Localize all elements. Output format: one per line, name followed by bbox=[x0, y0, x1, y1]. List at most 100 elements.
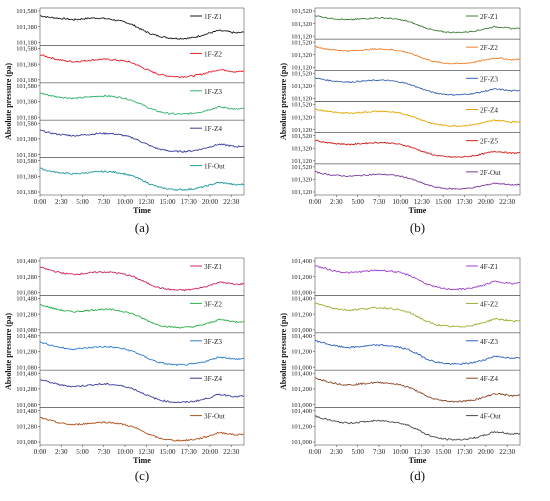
x-tick-label: 0:00 bbox=[309, 448, 322, 456]
series-line-2F-Z1 bbox=[314, 15, 521, 34]
y-tick-label: 101,580 bbox=[16, 46, 37, 53]
series-line-1F-Z4 bbox=[39, 129, 245, 153]
x-tick-label: 20:00 bbox=[478, 198, 494, 206]
y-tick-label: 101,320 bbox=[291, 114, 312, 121]
x-tick-label: 10:00 bbox=[392, 198, 408, 206]
x-tick-label: 12:30 bbox=[414, 198, 430, 206]
x-tick-label: 12:30 bbox=[138, 448, 154, 456]
series-line-4F-Z3 bbox=[314, 339, 521, 366]
x-tick-label: 12:30 bbox=[138, 198, 154, 206]
legend-label: 1F-Z3 bbox=[204, 88, 222, 96]
y-tick-label: 101,180 bbox=[16, 40, 37, 47]
y-tick-label: 101,320 bbox=[291, 21, 312, 28]
x-tick-label: 12:30 bbox=[414, 448, 430, 456]
y-tick-label: 101,520 bbox=[291, 102, 312, 109]
y-tick-label: 101,120 bbox=[291, 33, 312, 40]
legend-label: 2F-Z5 bbox=[480, 138, 498, 146]
x-tick-label: 0:00 bbox=[309, 198, 322, 206]
y-tick-label: 101,380 bbox=[16, 24, 37, 31]
legend-label: 2F-Z4 bbox=[480, 107, 498, 115]
x-axis-label: Time bbox=[409, 456, 427, 465]
legend-label: 3F-Z4 bbox=[204, 375, 222, 383]
y-tick-label: 101,180 bbox=[16, 114, 37, 121]
y-tick-label: 101,280 bbox=[16, 349, 37, 356]
chart-panel-3: 101,400 101,200 101,000 4F-Z1 101,400 101,200… bbox=[279, 257, 521, 483]
x-tick-label: 20:00 bbox=[202, 448, 218, 456]
legend-label: 4F-Z2 bbox=[480, 300, 498, 308]
legend-label: 3F-Z2 bbox=[204, 300, 222, 308]
legend-label: 4F-Out bbox=[480, 413, 501, 421]
panel-label: (b) bbox=[410, 220, 425, 235]
x-tick-label: 22:30 bbox=[223, 448, 239, 456]
y-tick-label: 101,180 bbox=[16, 152, 37, 159]
y-tick-label: 101,280 bbox=[16, 386, 37, 393]
series-line-1F-Z1 bbox=[39, 15, 245, 40]
y-tick-label: 101,000 bbox=[291, 439, 312, 446]
chart-panel-0: 101,580 101,380 101,180 1F-Z1 101,580 101,380… bbox=[4, 7, 245, 235]
y-tick-label: 101,120 bbox=[291, 158, 312, 165]
y-tick-label: 101,000 bbox=[291, 364, 312, 371]
y-tick-label: 101,080 bbox=[16, 290, 37, 297]
series-line-4F-Z1 bbox=[314, 265, 521, 291]
y-tick-label: 101,280 bbox=[16, 274, 37, 281]
legend-label: 4F-Z3 bbox=[480, 338, 498, 346]
panel-label: (a) bbox=[135, 220, 149, 235]
y-tick-label: 101,380 bbox=[16, 61, 37, 68]
y-tick-label: 101,400 bbox=[291, 408, 312, 415]
x-tick-label: 5:00 bbox=[76, 448, 89, 456]
y-tick-label: 101,480 bbox=[16, 370, 37, 377]
y-tick-label: 101,520 bbox=[291, 39, 312, 46]
x-tick-label: 2:30 bbox=[55, 448, 68, 456]
x-axis-label: Time bbox=[409, 206, 427, 215]
y-tick-label: 101,520 bbox=[291, 8, 312, 15]
x-tick-label: 17:30 bbox=[181, 198, 197, 206]
x-tick-label: 10:00 bbox=[392, 448, 408, 456]
series-line-3F-Z2 bbox=[39, 303, 245, 329]
y-tick-label: 101,000 bbox=[291, 327, 312, 334]
y-axis-label: Absolute pressure (pa) bbox=[279, 63, 288, 140]
x-tick-label: 17:30 bbox=[181, 448, 197, 456]
y-tick-label: 101,180 bbox=[16, 189, 37, 196]
x-tick-label: 7:30 bbox=[373, 198, 386, 206]
x-tick-label: 2:30 bbox=[330, 448, 343, 456]
y-tick-label: 101,480 bbox=[16, 258, 37, 265]
series-line-3F-Z1 bbox=[39, 266, 245, 292]
y-tick-label: 101,580 bbox=[16, 120, 37, 127]
y-tick-label: 101,080 bbox=[16, 364, 37, 371]
x-axis-label: Time bbox=[133, 456, 151, 465]
y-tick-label: 101,200 bbox=[291, 274, 312, 281]
y-axis-label: Absolute pressure (pa) bbox=[4, 313, 13, 390]
series-line-2F-Z5 bbox=[314, 139, 520, 158]
y-tick-label: 101,280 bbox=[16, 311, 37, 318]
y-tick-label: 101,320 bbox=[291, 177, 312, 184]
x-tick-label: 5:00 bbox=[351, 448, 364, 456]
y-tick-label: 101,400 bbox=[291, 333, 312, 340]
legend-label: 2F-Out bbox=[480, 169, 501, 177]
series-line-4F-Z4 bbox=[314, 377, 521, 403]
series-line-4F-Out bbox=[314, 415, 521, 441]
y-tick-label: 101,120 bbox=[291, 65, 312, 72]
x-tick-label: 10:00 bbox=[117, 198, 133, 206]
x-tick-label: 5:00 bbox=[351, 198, 364, 206]
series-line-1F-Z2 bbox=[39, 54, 245, 78]
y-tick-label: 101,120 bbox=[291, 96, 312, 103]
y-tick-label: 101,120 bbox=[291, 127, 312, 134]
y-tick-label: 101,400 bbox=[291, 258, 312, 265]
series-line-3F-Z3 bbox=[39, 341, 245, 367]
y-tick-label: 101,400 bbox=[291, 370, 312, 377]
x-tick-label: 20:00 bbox=[202, 198, 218, 206]
y-tick-label: 101,480 bbox=[16, 296, 37, 303]
x-tick-label: 7:30 bbox=[98, 448, 111, 456]
series-line-3F-Out bbox=[39, 416, 245, 442]
y-tick-label: 101,320 bbox=[291, 83, 312, 90]
x-tick-label: 17:30 bbox=[457, 198, 473, 206]
y-tick-label: 101,200 bbox=[291, 386, 312, 393]
legend-label: 4F-Z1 bbox=[480, 263, 498, 271]
series-line-4F-Z2 bbox=[314, 302, 521, 328]
x-tick-label: 22:30 bbox=[223, 198, 239, 206]
y-tick-label: 101,080 bbox=[16, 327, 37, 334]
series-line-2F-Out bbox=[314, 171, 521, 190]
x-tick-label: 15:00 bbox=[160, 448, 176, 456]
